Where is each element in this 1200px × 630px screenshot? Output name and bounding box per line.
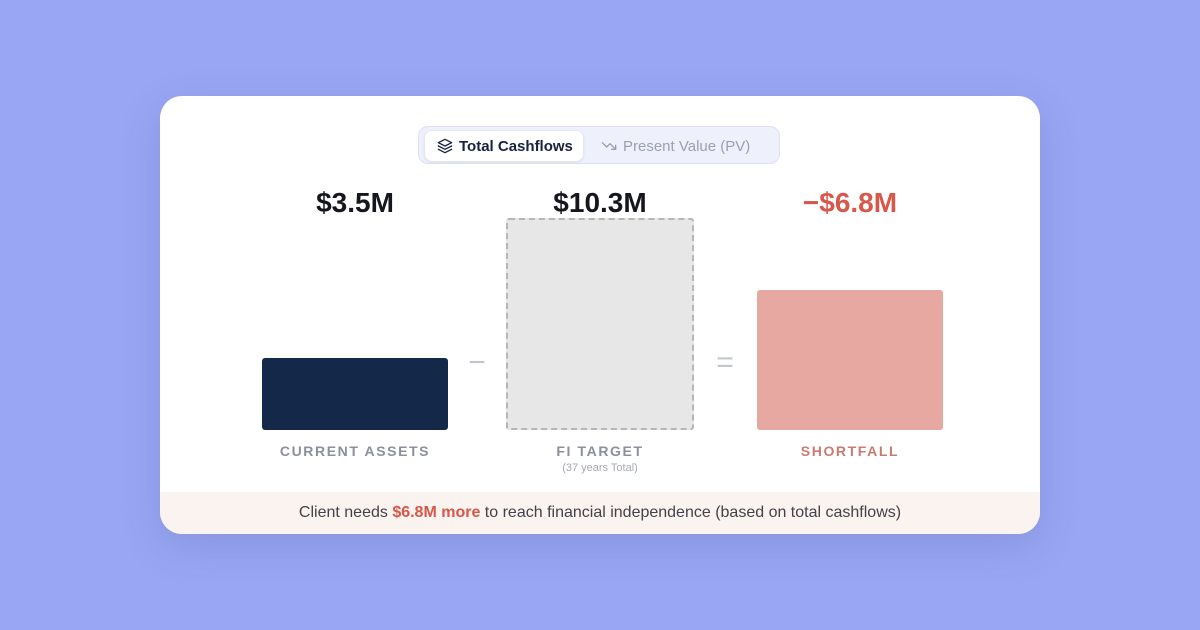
footer-highlight: $6.8M more: [392, 504, 481, 521]
fi-target-bar: [506, 218, 694, 430]
tab-present-value[interactable]: Present Value (PV): [599, 131, 775, 161]
view-toggle: Total Cashflows Present Value (PV): [418, 126, 780, 164]
footer-suffix: to reach financial independence (based o…: [480, 504, 902, 521]
current-assets-bar: [262, 358, 448, 430]
summary-footer: Client needs $6.8M more to reach financi…: [160, 492, 1040, 534]
trend-down-icon: [601, 142, 617, 150]
fi-target-value: $10.3M: [553, 187, 647, 218]
tab-present-value-label: Present Value (PV): [623, 137, 751, 155]
shortfall-label: SHORTFALL: [800, 443, 900, 459]
fi-target-label: FI TARGET: [556, 443, 644, 459]
shortfall-value: −$6.8M: [802, 187, 898, 218]
tab-total-cashflows-label: Total Cashflows: [459, 137, 573, 155]
footer-prefix: Client needs: [298, 504, 393, 521]
layers-icon: [437, 138, 453, 154]
current-assets-value: $3.5M: [316, 187, 394, 218]
equals-operator: =: [716, 346, 734, 379]
shortfall-bar: [757, 290, 943, 430]
current-assets-label: CURRENT ASSETS: [279, 443, 431, 459]
tab-total-cashflows[interactable]: Total Cashflows: [425, 131, 583, 161]
minus-operator: −: [468, 346, 486, 379]
fi-target-sublabel: (37 years Total): [562, 462, 638, 474]
fi-summary-card: Total Cashflows Present Value (PV) $3.5M…: [160, 96, 1040, 534]
